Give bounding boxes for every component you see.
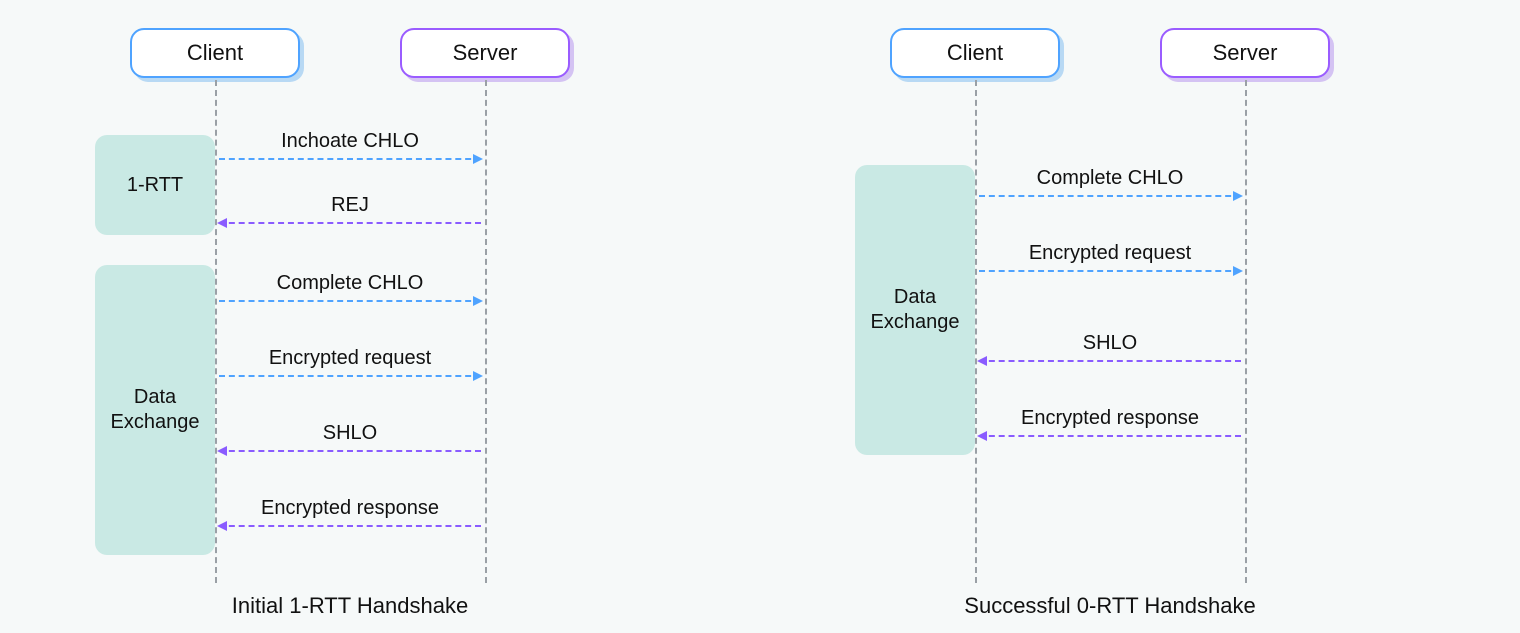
sequence-diagram-canvas: Client Server 1-RTT DataExchange Inchoate CH…	[0, 0, 1520, 633]
message-label: REJ	[331, 194, 369, 217]
message-label: SHLO	[1083, 332, 1137, 355]
server-lifeline	[485, 80, 487, 583]
phase-badge: 1-RTT	[95, 135, 215, 235]
message-label: Encrypted request	[1029, 242, 1191, 265]
message-arrow	[979, 435, 1241, 437]
message-label: SHLO	[323, 422, 377, 445]
client-participant: Client	[130, 28, 300, 78]
message-label: Encrypted response	[1021, 407, 1199, 430]
message-arrow	[219, 222, 481, 224]
message-arrow	[219, 158, 481, 160]
message-label: Complete CHLO	[277, 272, 424, 295]
message-arrow	[219, 525, 481, 527]
panel-caption: Initial 1-RTT Handshake	[232, 593, 468, 619]
server-participant: Server	[1160, 28, 1330, 78]
panel-caption: Successful 0-RTT Handshake	[964, 593, 1255, 619]
message-arrow	[979, 195, 1241, 197]
message-arrow	[219, 300, 481, 302]
server-lifeline	[1245, 80, 1247, 583]
message-arrow	[979, 270, 1241, 272]
message-label: Inchoate CHLO	[281, 130, 419, 153]
phase-badge: DataExchange	[95, 265, 215, 555]
message-arrow	[219, 375, 481, 377]
phase-badge: DataExchange	[855, 165, 975, 455]
client-lifeline	[215, 80, 217, 583]
server-participant: Server	[400, 28, 570, 78]
message-label: Encrypted request	[269, 347, 431, 370]
message-arrow	[219, 450, 481, 452]
client-lifeline	[975, 80, 977, 583]
message-arrow	[979, 360, 1241, 362]
message-label: Encrypted response	[261, 497, 439, 520]
message-label: Complete CHLO	[1037, 167, 1184, 190]
client-participant: Client	[890, 28, 1060, 78]
